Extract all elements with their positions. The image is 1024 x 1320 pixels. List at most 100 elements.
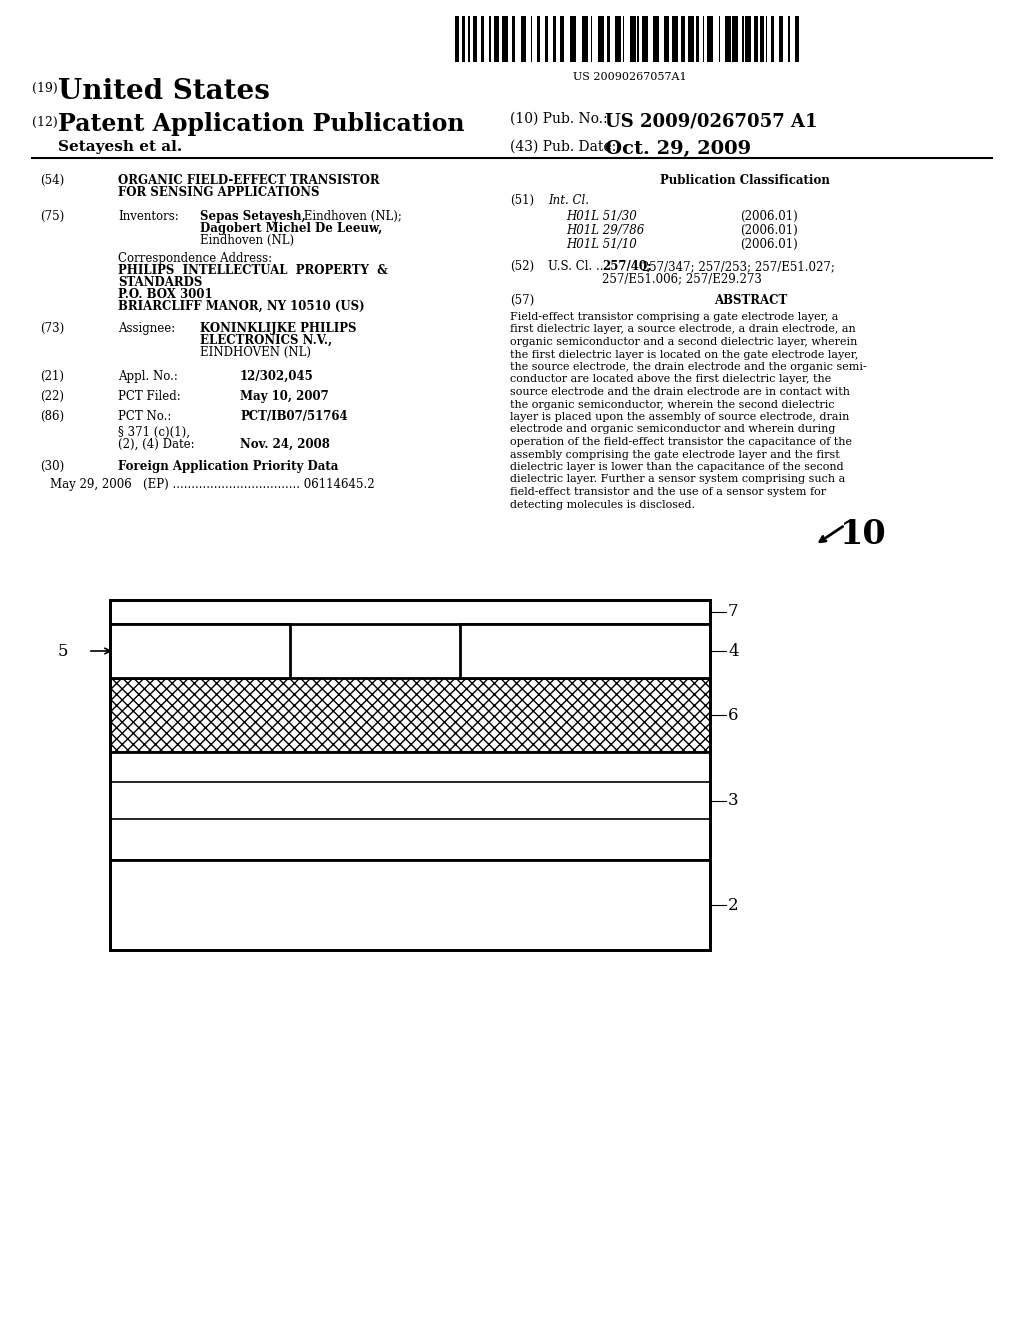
Text: first dielectric layer, a source electrode, a drain electrode, an: first dielectric layer, a source electro… — [510, 325, 856, 334]
Bar — [766, 16, 767, 62]
Text: source electrode and the drain electrode are in contact with: source electrode and the drain electrode… — [510, 387, 850, 397]
Text: H01L 51/30: H01L 51/30 — [566, 210, 637, 223]
Bar — [795, 16, 799, 62]
Bar — [530, 16, 532, 62]
Text: 6: 6 — [728, 706, 738, 723]
Bar — [560, 16, 564, 62]
Text: detecting molecules is disclosed.: detecting molecules is disclosed. — [510, 499, 695, 510]
Text: Dagobert Michel De Leeuw,: Dagobert Michel De Leeuw, — [200, 222, 382, 235]
Bar — [462, 16, 465, 62]
Bar — [606, 16, 609, 62]
Bar — [760, 16, 764, 62]
Text: Assignee:: Assignee: — [118, 322, 175, 335]
Bar — [110, 601, 710, 950]
Bar — [742, 16, 743, 62]
Text: PHILIPS  INTELLECTUAL  PROPERTY  &: PHILIPS INTELLECTUAL PROPERTY & — [118, 264, 388, 277]
Text: (54): (54) — [40, 174, 65, 187]
Text: dielectric layer is lower than the capacitance of the second: dielectric layer is lower than the capac… — [510, 462, 844, 473]
Text: (19): (19) — [32, 82, 57, 95]
Text: Patent Application Publication: Patent Application Publication — [58, 112, 465, 136]
Bar — [732, 16, 738, 62]
Text: H01L 51/10: H01L 51/10 — [566, 238, 637, 251]
Text: Sepas Setayesh,: Sepas Setayesh, — [200, 210, 305, 223]
Text: conductor are located above the first dielectric layer, the: conductor are located above the first di… — [510, 375, 831, 384]
Text: (86): (86) — [40, 411, 65, 422]
Text: PCT Filed:: PCT Filed: — [118, 389, 181, 403]
Text: (2006.01): (2006.01) — [740, 210, 798, 223]
Text: 2: 2 — [728, 896, 738, 913]
Bar — [110, 678, 710, 752]
Text: PCT No.:: PCT No.: — [118, 411, 171, 422]
Bar — [481, 16, 484, 62]
Bar — [110, 752, 710, 861]
Text: electrode and organic semiconductor and wherein during: electrode and organic semiconductor and … — [510, 425, 836, 434]
Text: Field-effect transistor comprising a gate electrode layer, a: Field-effect transistor comprising a gat… — [510, 312, 839, 322]
Bar — [537, 16, 540, 62]
Text: BRIARCLIFF MANOR, NY 10510 (US): BRIARCLIFF MANOR, NY 10510 (US) — [118, 300, 365, 313]
Text: Setayesh et al.: Setayesh et al. — [58, 140, 182, 154]
Bar — [455, 16, 460, 62]
Text: Eindhoven (NL);: Eindhoven (NL); — [300, 210, 401, 223]
Text: STANDARDS: STANDARDS — [118, 276, 203, 289]
Text: (12): (12) — [32, 116, 57, 129]
Bar — [653, 16, 659, 62]
Bar — [778, 16, 783, 62]
Text: § 371 (c)(1),: § 371 (c)(1), — [118, 426, 190, 440]
Text: layer is placed upon the assembly of source electrode, drain: layer is placed upon the assembly of sou… — [510, 412, 849, 422]
Text: 5: 5 — [58, 643, 69, 660]
Text: (21): (21) — [40, 370, 63, 383]
Bar — [468, 16, 470, 62]
Bar — [598, 16, 604, 62]
Bar — [623, 16, 625, 62]
Text: (75): (75) — [40, 210, 65, 223]
Bar — [745, 16, 751, 62]
Text: Nov. 24, 2008: Nov. 24, 2008 — [240, 438, 330, 451]
Text: H01L 29/786: H01L 29/786 — [566, 224, 644, 238]
Text: (2006.01): (2006.01) — [740, 224, 798, 238]
Bar — [702, 16, 705, 62]
Text: 12/302,045: 12/302,045 — [240, 370, 313, 383]
Bar — [553, 16, 556, 62]
Text: assembly comprising the gate electrode layer and the first: assembly comprising the gate electrode l… — [510, 450, 840, 459]
Bar — [754, 16, 759, 62]
Text: Publication Classification: Publication Classification — [660, 174, 829, 187]
Text: Correspondence Address:: Correspondence Address: — [118, 252, 272, 265]
Bar — [110, 624, 290, 678]
Text: Eindhoven (NL): Eindhoven (NL) — [200, 234, 294, 247]
Text: the first dielectric layer is located on the gate electrode layer,: the first dielectric layer is located on… — [510, 350, 858, 359]
Text: the organic semiconductor, wherein the second dielectric: the organic semiconductor, wherein the s… — [510, 400, 835, 409]
Text: ORGANIC FIELD-EFFECT TRANSISTOR: ORGANIC FIELD-EFFECT TRANSISTOR — [118, 174, 380, 187]
Bar — [495, 16, 499, 62]
Bar — [787, 16, 791, 62]
Bar — [546, 16, 548, 62]
Bar — [512, 16, 515, 62]
Text: (2006.01): (2006.01) — [740, 238, 798, 251]
Text: US 2009/0267057 A1: US 2009/0267057 A1 — [605, 112, 817, 129]
Text: Oct. 29, 2009: Oct. 29, 2009 — [605, 140, 752, 158]
Bar — [582, 16, 588, 62]
Bar — [460, 624, 710, 678]
Text: US 20090267057A1: US 20090267057A1 — [573, 73, 687, 82]
Text: PCT/IB07/51764: PCT/IB07/51764 — [240, 411, 347, 422]
Text: Appl. No.:: Appl. No.: — [118, 370, 178, 383]
Text: (30): (30) — [40, 459, 65, 473]
Text: 257/40;: 257/40; — [602, 260, 651, 273]
Bar — [520, 16, 526, 62]
Text: 257/E51.006; 257/E29.273: 257/E51.006; 257/E29.273 — [602, 272, 762, 285]
Text: ABSTRACT: ABSTRACT — [715, 294, 787, 308]
Text: KONINKLIJKE PHILIPS: KONINKLIJKE PHILIPS — [200, 322, 356, 335]
Bar — [664, 16, 670, 62]
Bar — [642, 16, 647, 62]
Text: EINDHOVEN (NL): EINDHOVEN (NL) — [200, 346, 311, 359]
Text: (51): (51) — [510, 194, 535, 207]
Bar — [688, 16, 694, 62]
Text: May 10, 2007: May 10, 2007 — [240, 389, 329, 403]
Text: organic semiconductor and a second dielectric layer, wherein: organic semiconductor and a second diele… — [510, 337, 857, 347]
Text: United States: United States — [58, 78, 270, 106]
Text: (10) Pub. No.:: (10) Pub. No.: — [510, 112, 607, 125]
Text: Int. Cl.: Int. Cl. — [548, 194, 589, 207]
Bar — [695, 16, 698, 62]
Text: 7: 7 — [728, 603, 738, 620]
Text: (43) Pub. Date:: (43) Pub. Date: — [510, 140, 616, 154]
Bar — [502, 16, 508, 62]
